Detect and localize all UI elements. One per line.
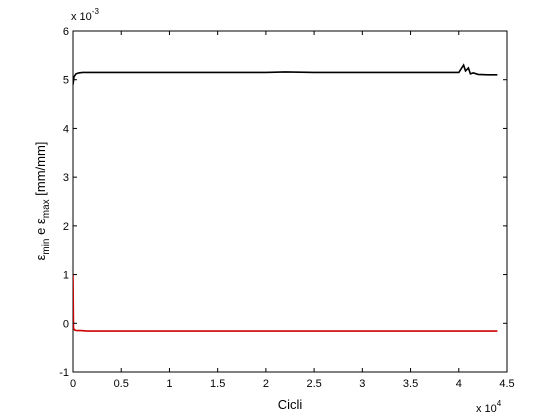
y-multiplier-label: x 10-3 [71,7,99,23]
x-tick-label: 3.5 [403,378,418,390]
y-tick-label: 1 [63,270,69,282]
x-tick-label: 1.5 [210,378,225,390]
y-tick-label: 5 [63,75,69,87]
x-tick-label: 1 [166,378,172,390]
x-tick-label: 0.5 [114,378,129,390]
series-line-1 [73,274,498,332]
y-tick-label: 2 [63,221,69,233]
y-tick-label: 6 [63,26,69,38]
y-tick-label: 0 [63,318,69,330]
y-tick-label: -1 [59,367,69,379]
x-axis-label: Cicli [278,397,303,412]
y-axis-label: εmin e εmax [mm/mm] [33,142,52,261]
x-tick-label: 4.5 [499,378,514,390]
y-tick-label: 4 [63,123,69,135]
series-line-0 [73,63,498,85]
x-tick-label: 3 [359,378,365,390]
x-multiplier-label: x 104 [476,399,502,415]
plot-area [72,30,508,373]
x-tick-label: 2.5 [306,378,321,390]
x-tick-label: 4 [456,378,462,390]
y-tick-label: 3 [63,172,69,184]
x-tick-label: 0 [70,378,76,390]
x-tick-label: 2 [263,378,269,390]
